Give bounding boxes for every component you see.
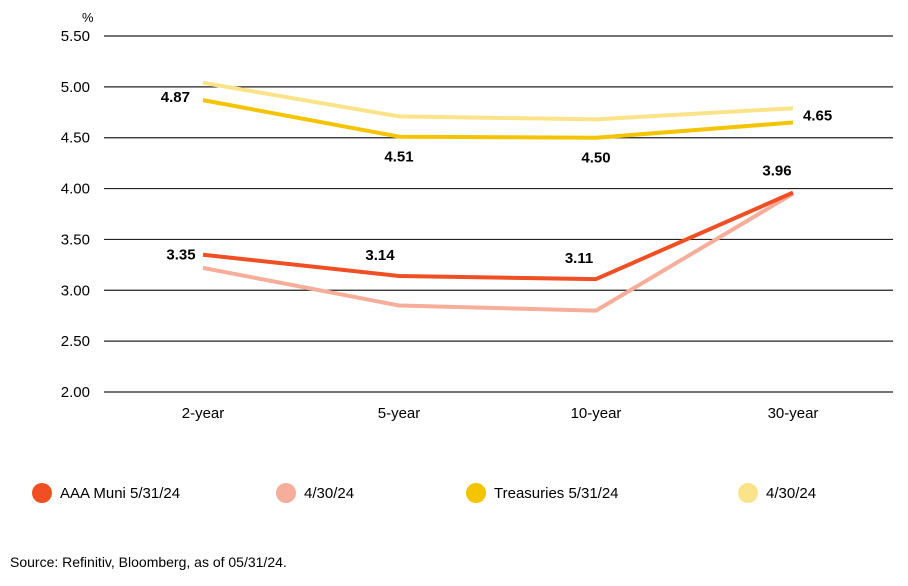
legend-label: AAA Muni 5/31/24: [60, 484, 181, 502]
series-line: [202, 190, 794, 282]
data-label: 3.96: [762, 163, 791, 180]
data-label: 3.14: [365, 247, 395, 264]
x-tick-label: 5-year: [378, 405, 421, 422]
data-label: 3.11: [565, 250, 593, 267]
y-tick-label: 5.50: [61, 28, 90, 45]
y-tick-label: 4.50: [61, 130, 90, 147]
legend-item-aaa-muni-prior: 4/30/24: [276, 483, 354, 503]
legend-label: 4/30/24: [766, 484, 817, 502]
y-axis-unit-label: %: [82, 10, 94, 25]
legend-label: 4/30/24: [304, 484, 355, 502]
data-label: 4.87: [161, 89, 190, 106]
x-tick-label: 2-year: [182, 405, 225, 422]
legend-item-treasuries-current: Treasuries 5/31/24: [466, 483, 619, 503]
y-tick-label: 2.50: [61, 333, 90, 350]
series-line: [202, 98, 794, 140]
series-line: [202, 191, 795, 313]
y-tick-label: 2.00: [61, 384, 90, 401]
legend-item-treasuries-prior: 4/30/24: [738, 483, 816, 503]
legend-swatch-icon: [738, 483, 758, 503]
legend-swatch-icon: [276, 483, 296, 503]
legend-swatch-icon: [466, 483, 486, 503]
y-tick-label: 5.00: [61, 79, 90, 96]
series-line: [202, 80, 794, 122]
legend-item-aaa-muni-current: AAA Muni 5/31/24: [32, 483, 180, 503]
y-tick-label: 3.00: [61, 282, 90, 299]
data-label: 4.50: [581, 150, 610, 167]
y-tick-label: 4.00: [61, 181, 90, 198]
y-tick-label: 3.50: [61, 231, 90, 248]
yield-curve-chart: % 5.50 5.00 4.50 4.00 3.50 3.00 2.50 2.00 2-year…: [61, 10, 893, 422]
x-tick-label: 30-year: [768, 405, 819, 422]
legend-swatch-icon: [32, 483, 52, 503]
x-tick-label: 10-year: [571, 405, 622, 422]
legend-label: Treasuries 5/31/24: [494, 484, 619, 502]
source-note: Source: Refinitiv, Bloomberg, as of 05/3…: [10, 554, 287, 570]
data-label: 4.65: [803, 107, 832, 124]
data-label: 4.51: [384, 149, 413, 166]
data-label: 3.35: [166, 247, 195, 264]
chart-legend: AAA Muni 5/31/24 4/30/24 Treasuries 5/31…: [0, 483, 908, 507]
